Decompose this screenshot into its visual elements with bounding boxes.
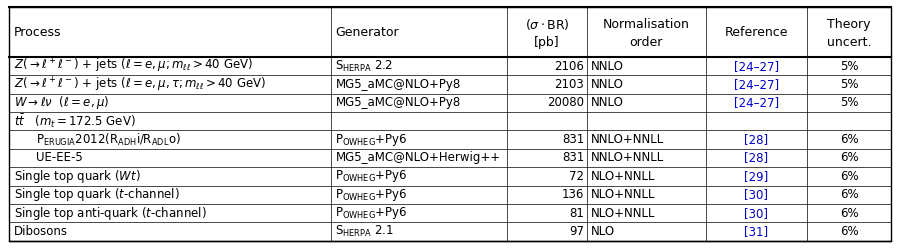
Text: NNLO: NNLO xyxy=(591,96,624,109)
Text: Dibosons: Dibosons xyxy=(14,225,68,238)
Text: Reference: Reference xyxy=(724,26,788,39)
Text: NLO+NNLL: NLO+NNLL xyxy=(591,188,656,201)
Text: 831: 831 xyxy=(562,152,584,164)
Text: 5%: 5% xyxy=(840,60,859,73)
Text: NNLO+NNLL: NNLO+NNLL xyxy=(591,152,664,164)
Text: 6%: 6% xyxy=(840,170,859,183)
Text: NNLO+NNLL: NNLO+NNLL xyxy=(591,133,664,146)
Text: 2106: 2106 xyxy=(554,60,584,73)
Text: $(\sigma\cdot\mathrm{BR})$: $(\sigma\cdot\mathrm{BR})$ xyxy=(525,17,570,32)
Text: NLO+NNLL: NLO+NNLL xyxy=(591,207,656,219)
Text: P$_{\rm OWHEG}$+Py6: P$_{\rm OWHEG}$+Py6 xyxy=(336,132,408,148)
Text: NLO: NLO xyxy=(591,225,616,238)
Text: $W \to \ell\nu$  ($\ell = e,\mu$): $W \to \ell\nu$ ($\ell = e,\mu$) xyxy=(14,94,109,111)
Text: [30]: [30] xyxy=(744,207,769,219)
Text: MG5_aMC@NLO+Py8: MG5_aMC@NLO+Py8 xyxy=(336,96,461,109)
Text: NNLO: NNLO xyxy=(591,60,624,73)
Text: P$_{\rm OWHEG}$+Py6: P$_{\rm OWHEG}$+Py6 xyxy=(336,187,408,203)
Text: uncert.: uncert. xyxy=(827,36,871,49)
Text: S$_{\rm HERPA}$ 2.2: S$_{\rm HERPA}$ 2.2 xyxy=(336,59,393,74)
Text: [29]: [29] xyxy=(744,170,769,183)
Text: [pb]: [pb] xyxy=(535,36,560,49)
Text: [24–27]: [24–27] xyxy=(734,96,779,109)
Text: 5%: 5% xyxy=(840,78,859,91)
Text: Process: Process xyxy=(14,26,61,39)
Text: Single top quark ($t$-channel): Single top quark ($t$-channel) xyxy=(14,186,179,203)
Text: 136: 136 xyxy=(562,188,584,201)
Text: Single top quark ($Wt$): Single top quark ($Wt$) xyxy=(14,168,140,185)
Text: 6%: 6% xyxy=(840,207,859,219)
Text: MG5_aMC@NLO+Py8: MG5_aMC@NLO+Py8 xyxy=(336,78,461,91)
Text: UE-EE-5: UE-EE-5 xyxy=(36,152,83,164)
Text: $t\bar{t}$   ($m_t = 172.5$ GeV): $t\bar{t}$ ($m_t = 172.5$ GeV) xyxy=(14,113,135,130)
Text: 81: 81 xyxy=(569,207,584,219)
Text: 2103: 2103 xyxy=(554,78,584,91)
Text: P$_{\rm OWHEG}$+Py6: P$_{\rm OWHEG}$+Py6 xyxy=(336,205,408,221)
Text: 6%: 6% xyxy=(840,225,859,238)
Text: [31]: [31] xyxy=(744,225,769,238)
Text: 831: 831 xyxy=(562,133,584,146)
Text: 72: 72 xyxy=(569,170,584,183)
Text: [30]: [30] xyxy=(744,188,769,201)
Text: S$_{\rm HERPA}$ 2.1: S$_{\rm HERPA}$ 2.1 xyxy=(336,224,394,239)
Text: $Z(\to\ell^+\ell^-)$ + jets ($\ell = e,\mu,\tau; m_{\ell\ell} > 40$ GeV): $Z(\to\ell^+\ell^-)$ + jets ($\ell = e,\… xyxy=(14,75,266,94)
Text: P$_{\rm OWHEG}$+Py6: P$_{\rm OWHEG}$+Py6 xyxy=(336,168,408,184)
Text: [28]: [28] xyxy=(744,152,769,164)
Text: 6%: 6% xyxy=(840,188,859,201)
Text: NNLO: NNLO xyxy=(591,78,624,91)
Text: [24–27]: [24–27] xyxy=(734,78,779,91)
Text: Single top anti-quark ($t$-channel): Single top anti-quark ($t$-channel) xyxy=(14,205,206,221)
Text: Normalisation: Normalisation xyxy=(603,18,689,31)
Text: order: order xyxy=(630,36,663,49)
Text: Theory: Theory xyxy=(827,18,871,31)
Text: $Z(\to\ell^+\ell^-)$ + jets ($\ell = e,\mu; m_{\ell\ell} > 40$ GeV): $Z(\to\ell^+\ell^-)$ + jets ($\ell = e,\… xyxy=(14,57,253,75)
Text: 5%: 5% xyxy=(840,96,859,109)
Text: 6%: 6% xyxy=(840,152,859,164)
Text: 20080: 20080 xyxy=(547,96,584,109)
Text: NLO+NNLL: NLO+NNLL xyxy=(591,170,656,183)
Text: 6%: 6% xyxy=(840,133,859,146)
Text: [24–27]: [24–27] xyxy=(734,60,779,73)
Text: P$_{\rm ERUGIA}$2012(R$_{\rm ADH}$i/R$_{\rm ADL}$o): P$_{\rm ERUGIA}$2012(R$_{\rm ADH}$i/R$_{… xyxy=(36,132,181,148)
Text: 97: 97 xyxy=(569,225,584,238)
Text: MG5_aMC@NLO+Herwig++: MG5_aMC@NLO+Herwig++ xyxy=(336,152,500,164)
Text: Generator: Generator xyxy=(336,26,399,39)
Text: [28]: [28] xyxy=(744,133,769,146)
